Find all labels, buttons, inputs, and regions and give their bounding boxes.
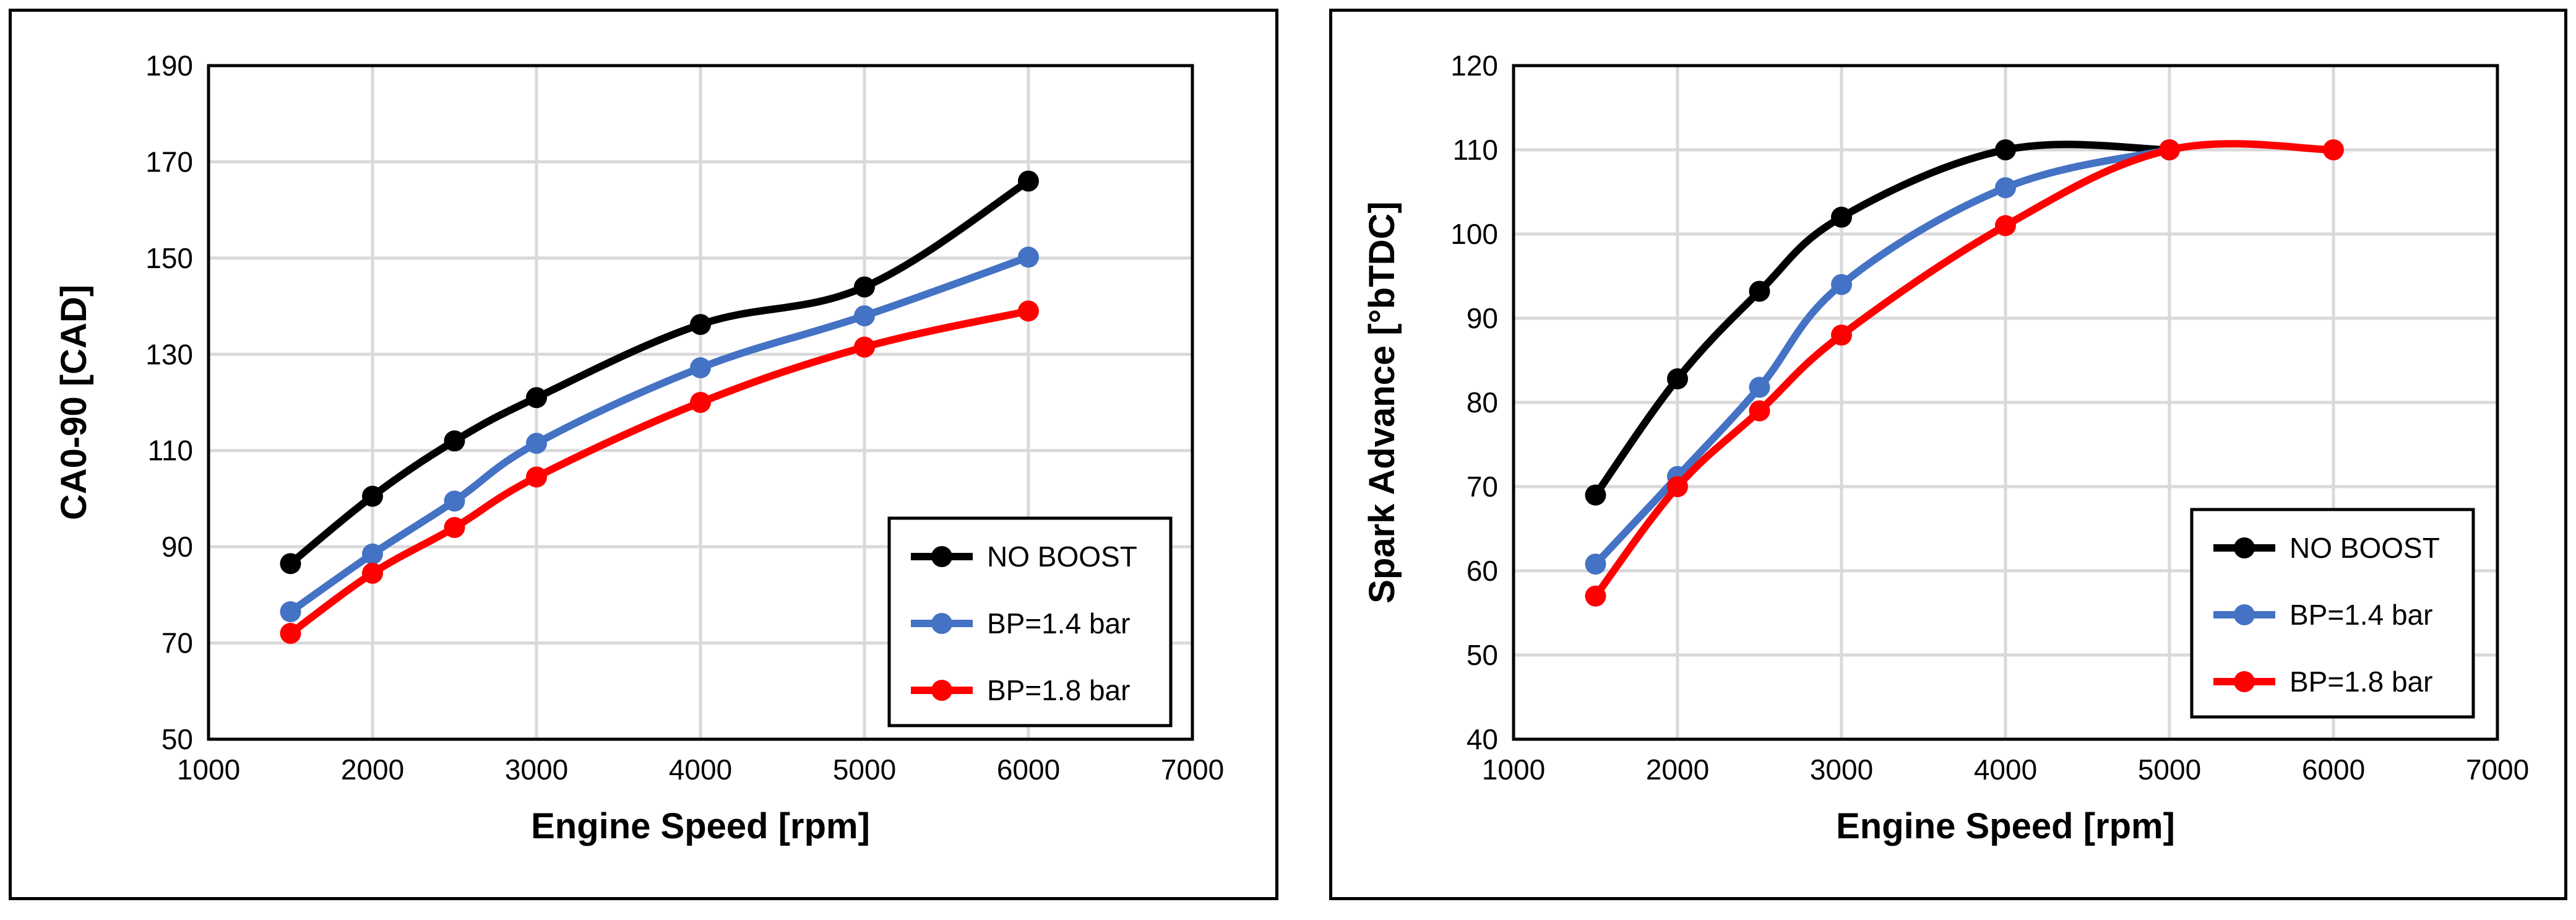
y-axis-label: Spark Advance [°bTDC] <box>1362 201 1402 604</box>
data-point <box>362 485 383 507</box>
data-point <box>280 553 301 575</box>
legend-swatch-marker <box>931 546 952 567</box>
legend-label: NO BOOST <box>2290 532 2440 564</box>
legend-label: BP=1.4 bar <box>987 607 1130 640</box>
y-tick-label: 70 <box>162 627 193 659</box>
data-point <box>690 357 711 379</box>
data-point <box>362 562 383 584</box>
data-point <box>444 430 465 452</box>
y-tick-label: 90 <box>1467 302 1498 334</box>
y-tick-label: 130 <box>145 338 193 370</box>
legend-swatch-marker <box>2234 671 2255 692</box>
legend-label: BP=1.4 bar <box>2290 599 2432 631</box>
data-point <box>1667 368 1688 389</box>
y-tick-label: 90 <box>162 531 193 563</box>
chart-panel-spark-advance: 1000 2000 3000 4000 5000 6000 7000 40 50 60 70 80 90… <box>1329 9 2567 900</box>
data-point <box>444 490 465 512</box>
data-point <box>1831 206 1852 228</box>
spark-advance-chart: 1000 2000 3000 4000 5000 6000 7000 40 50 60 70 80 90… <box>1362 50 2529 846</box>
y-tick-label: 150 <box>145 242 193 274</box>
x-tick-label: 5000 <box>833 753 896 786</box>
data-point <box>854 276 875 298</box>
ca0-90-chart: 1000 2000 3000 4000 5000 6000 7000 50 70 90 110 130… <box>54 50 1224 846</box>
y-tick-label: 100 <box>1450 218 1498 250</box>
y-tick-label: 50 <box>162 723 193 755</box>
x-tick-label: 4000 <box>1974 753 2037 786</box>
plot-area-frame <box>1512 64 2499 741</box>
data-point <box>1018 170 1039 192</box>
x-tick-label: 6000 <box>997 753 1060 786</box>
x-tick-label: 6000 <box>2302 753 2365 786</box>
data-point <box>2323 139 2344 160</box>
x-tick-label: 3000 <box>505 753 568 786</box>
y-tick-label: 80 <box>1467 386 1498 419</box>
data-point <box>690 392 711 413</box>
data-point <box>362 543 383 565</box>
data-point <box>2159 139 2180 160</box>
data-point <box>1585 553 1606 575</box>
y-tick-label: 50 <box>1467 639 1498 671</box>
legend-label: BP=1.8 bar <box>2290 666 2432 698</box>
x-tick-label: 1000 <box>177 753 240 786</box>
x-tick-label: 2000 <box>341 753 404 786</box>
x-axis-label: Engine Speed [rpm] <box>531 806 870 846</box>
series-line-0 <box>286 177 1032 568</box>
x-tick-label: 7000 <box>1161 753 1224 786</box>
x-tick-label: 4000 <box>669 753 732 786</box>
data-point <box>1995 177 2016 199</box>
data-point <box>1831 324 1852 346</box>
data-point <box>690 314 711 336</box>
legend-swatch-marker <box>931 613 952 634</box>
data-point <box>854 305 875 327</box>
legend-label: NO BOOST <box>987 540 1137 573</box>
y-tick-label: 70 <box>1467 471 1498 503</box>
data-point <box>526 433 547 454</box>
y-tick-label: 110 <box>148 435 193 467</box>
x-tick-label: 7000 <box>2466 753 2529 786</box>
x-tick-label: 1000 <box>1482 753 1545 786</box>
data-point <box>1749 280 1770 302</box>
y-tick-label: 110 <box>1453 134 1498 166</box>
chart-panel-ca0-90: 1000 2000 3000 4000 5000 6000 7000 50 70 90 110 130… <box>9 9 1278 900</box>
data-point <box>1018 300 1039 322</box>
data-point <box>526 466 547 488</box>
data-point <box>1667 476 1688 497</box>
data-point <box>1831 274 1852 295</box>
x-tick-label: 5000 <box>2138 753 2201 786</box>
plot-area-frame <box>207 64 1194 741</box>
data-point <box>1018 246 1039 268</box>
y-tick-label: 40 <box>1467 723 1498 755</box>
legend-label: BP=1.8 bar <box>987 674 1130 706</box>
legend-swatch-marker <box>931 680 952 701</box>
data-point <box>1995 215 2016 237</box>
data-point <box>1749 400 1770 422</box>
data-point <box>280 623 301 644</box>
x-tick-label: 2000 <box>1646 753 1709 786</box>
x-tick-label: 3000 <box>1810 753 1873 786</box>
y-axis-label: CA0-90 [CAD] <box>54 285 94 520</box>
data-point <box>854 336 875 358</box>
y-tick-label: 60 <box>1467 555 1498 587</box>
x-axis-label: Engine Speed [rpm] <box>1836 806 2175 846</box>
data-point <box>1995 139 2016 160</box>
data-point <box>1585 585 1606 607</box>
y-tick-label: 170 <box>145 145 193 178</box>
data-point <box>1585 484 1606 506</box>
data-point <box>444 517 465 539</box>
data-point <box>526 387 547 409</box>
y-tick-label: 190 <box>145 50 193 82</box>
data-point <box>1749 376 1770 398</box>
legend-swatch-marker <box>2234 604 2255 625</box>
data-point <box>280 601 301 623</box>
series-line-1 <box>1592 146 2173 568</box>
series-line-0 <box>1592 141 2173 499</box>
y-tick-label: 120 <box>1450 50 1498 82</box>
legend-swatch-marker <box>2234 537 2255 558</box>
